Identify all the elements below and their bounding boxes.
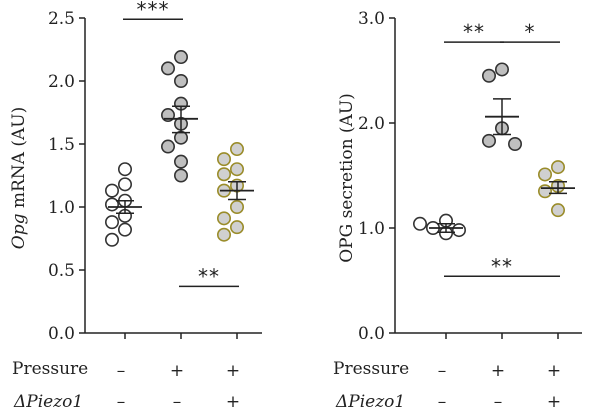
piezo-label-right: ΔPiezo1 [335, 392, 405, 409]
data-point [105, 183, 120, 198]
y-tick-label: 2.0 [358, 114, 385, 134]
data-point [174, 50, 189, 65]
data-point [174, 168, 189, 183]
pressure-label-right: Pressure [333, 359, 409, 379]
data-point [230, 142, 245, 157]
piezo-value: + [547, 392, 561, 409]
y-tick-label: 3.0 [358, 9, 385, 29]
pressure-value: + [170, 361, 184, 381]
pressure-value: + [491, 361, 505, 381]
y-tick-label: 0.5 [48, 261, 75, 281]
y-tick-label: 1.5 [48, 135, 75, 155]
data-point [174, 74, 189, 89]
pressure-value: – [117, 361, 126, 381]
data-point [118, 222, 133, 237]
y-tick-label: 2.5 [48, 9, 75, 29]
data-point [230, 220, 245, 235]
data-point [537, 184, 552, 199]
significance-label: * [525, 20, 536, 44]
data-point [481, 133, 496, 148]
data-point [451, 223, 466, 238]
data-point [507, 137, 522, 152]
data-point [230, 162, 245, 177]
data-point [412, 216, 427, 231]
piezo-value: – [173, 392, 182, 409]
significance-label: ** [463, 20, 485, 44]
data-point [161, 61, 176, 76]
piezo-value: – [438, 392, 447, 409]
data-point [217, 211, 232, 226]
opg-mrna-panel: Opg mRNA (AU) 0.00.51.01.52.02.5 ***** [9, 0, 262, 344]
significance-label: ** [491, 254, 513, 278]
significance-label: ** [198, 264, 220, 288]
data-point [105, 232, 120, 247]
significance-label: *** [137, 0, 170, 21]
data-point [217, 227, 232, 242]
y-tick-label: 1.0 [48, 198, 75, 218]
data-point [174, 154, 189, 169]
data-point [118, 162, 133, 177]
y-tick-label: 0.0 [48, 324, 75, 344]
data-point [481, 68, 496, 83]
data-point [118, 177, 133, 192]
y-tick-label: 2.0 [48, 72, 75, 92]
data-point [550, 203, 565, 218]
y-tick-label: 1.0 [358, 219, 385, 239]
data-point [105, 215, 120, 230]
data-point [230, 200, 245, 215]
pressure-value: – [438, 361, 447, 381]
piezo-value: – [117, 392, 126, 409]
y-tick-label: 0.0 [358, 324, 385, 344]
opg-mrna-axis-title: Opg mRNA (AU) [9, 107, 29, 249]
pressure-value: + [226, 361, 240, 381]
piezo-value: + [226, 392, 240, 409]
data-point [494, 62, 509, 77]
piezo-label: ΔPiezo1 [13, 392, 83, 409]
data-point [217, 152, 232, 167]
opg-secretion-axis-title: OPG secretion (AU) [337, 93, 357, 263]
data-point [217, 167, 232, 182]
opg-secretion-panel: OPG secretion (AU) 0.01.02.03.0** *** [337, 9, 582, 344]
data-point [537, 167, 552, 182]
piezo-value: – [494, 392, 503, 409]
pressure-label: Pressure [12, 359, 88, 379]
pressure-value: + [547, 361, 561, 381]
data-point [161, 139, 176, 154]
data-point [550, 160, 565, 175]
